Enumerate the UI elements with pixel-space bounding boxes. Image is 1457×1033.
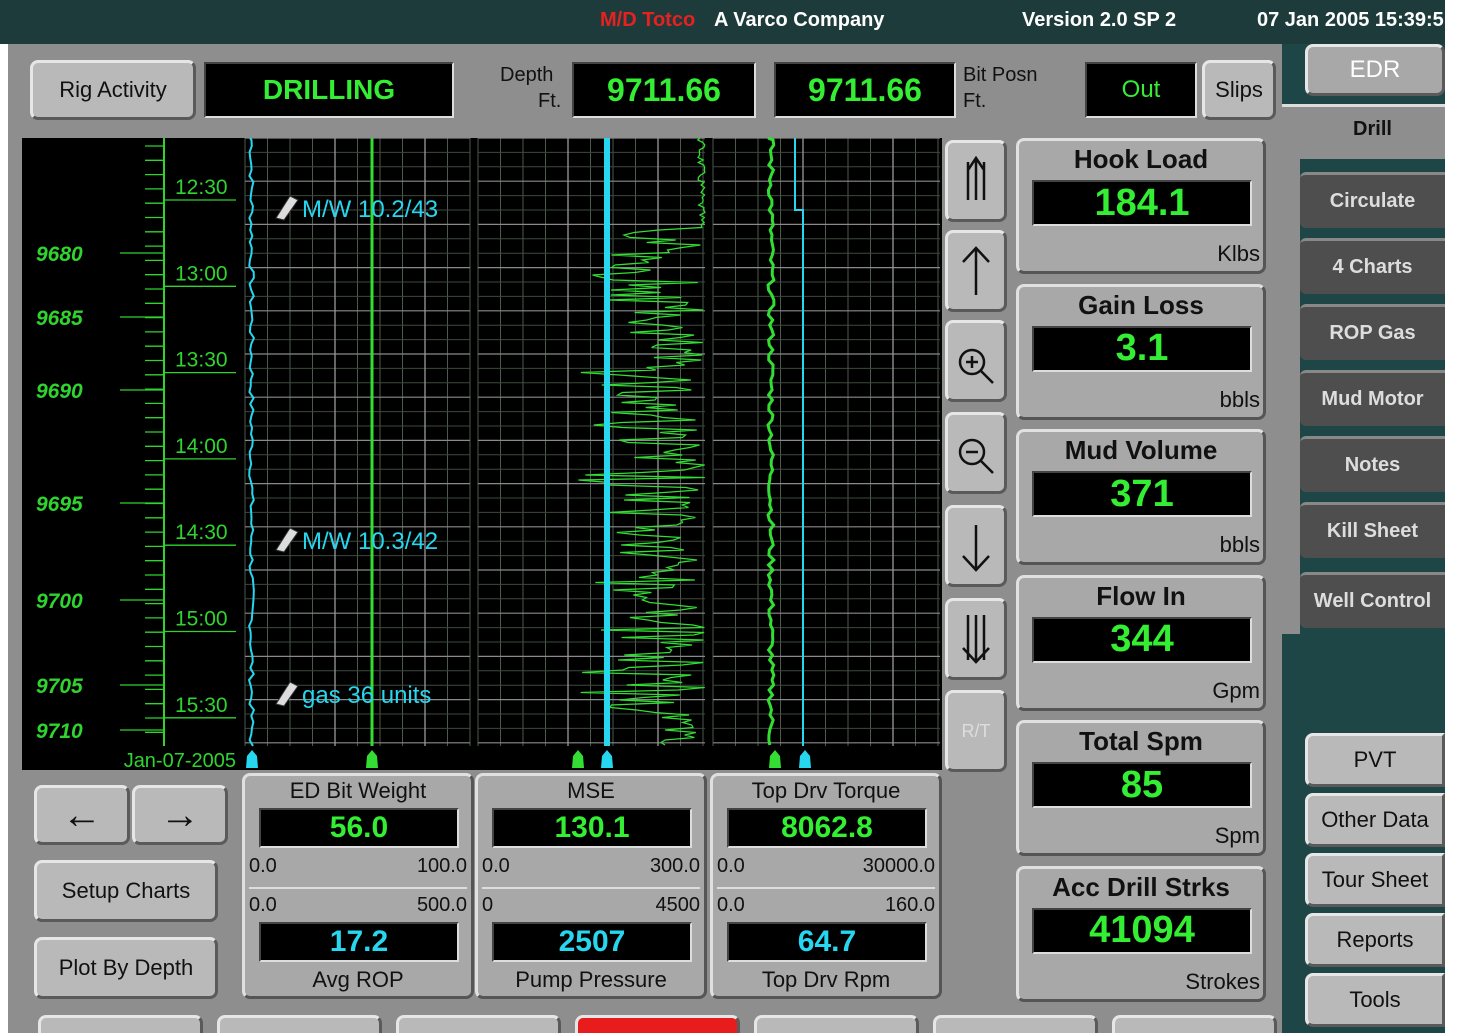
gauge-value: 371 — [1032, 471, 1252, 517]
depth-label: Depth — [500, 64, 554, 86]
gauge-unit: bbls — [1219, 532, 1260, 557]
title-bar — [0, 0, 1445, 44]
nav-tab[interactable]: Kill Sheet — [1300, 502, 1445, 558]
track-value: 130.1 — [492, 808, 692, 848]
range-max: 500.0 — [416, 894, 467, 916]
side-button[interactable] — [945, 320, 1007, 402]
gauge-title: Hook Load — [1073, 144, 1209, 174]
side-button[interactable] — [945, 505, 1007, 587]
gauge-title: Gain Loss — [1078, 289, 1204, 320]
separator — [249, 887, 467, 889]
nav-button[interactable]: PVT — [1305, 733, 1445, 787]
gauge-unit: Klbs — [1217, 241, 1260, 266]
separator — [717, 887, 935, 889]
nav-tab[interactable]: Well Control — [1300, 572, 1445, 628]
nav-tab[interactable]: ROP Gas — [1300, 304, 1445, 360]
gauge-value: 3.1 — [1032, 325, 1252, 372]
range-min: 0.0 — [717, 894, 745, 916]
track-title: Pump Pressure — [515, 967, 667, 992]
scroll-right[interactable]: → — [132, 785, 228, 845]
nav-button[interactable]: Reports — [1305, 913, 1445, 967]
gauge-value: 184.1 — [1032, 180, 1252, 226]
gauge-unit: Spm — [1214, 823, 1260, 848]
depth-unit: Ft. — [538, 90, 562, 112]
gauge-title: Total Spm — [1079, 726, 1203, 756]
range-max: 100.0 — [416, 855, 467, 877]
range-min: 0.0 — [249, 855, 277, 877]
header-datetime: 07 Jan 2005 15:39:5 — [1257, 9, 1444, 31]
track-panel — [475, 773, 707, 999]
edr-button[interactable]: EDR — [1305, 44, 1445, 96]
range-min: 0.0 — [249, 894, 277, 916]
nav-button[interactable]: Other Data — [1305, 793, 1445, 847]
nav-tab[interactable]: Notes — [1300, 436, 1445, 492]
bottom-tab[interactable] — [933, 1015, 1098, 1033]
gauge-title: Flow In — [1096, 580, 1186, 611]
range-max: 160.0 — [884, 894, 935, 916]
bit-posn-unit: Ft. — [963, 90, 987, 112]
nav-button[interactable]: Tour Sheet — [1305, 853, 1445, 907]
bottom-tab[interactable] — [1112, 1015, 1277, 1033]
track-value: 8062.8 — [727, 808, 927, 848]
scroll-left[interactable]: ← — [34, 785, 130, 845]
track-title: ED Bit Weight — [289, 778, 427, 803]
separator — [482, 887, 700, 889]
rt-button[interactable]: R/T — [945, 690, 1007, 772]
nav-tab[interactable]: Circulate — [1300, 172, 1445, 228]
bottom-tab[interactable] — [38, 1015, 203, 1033]
gauge-value: 41094 — [1032, 907, 1252, 954]
bottom-tab[interactable] — [396, 1015, 561, 1033]
side-button[interactable] — [945, 598, 1007, 680]
nav-tab[interactable]: 4 Charts — [1300, 238, 1445, 294]
track-value: 2507 — [492, 922, 692, 962]
tab-selected[interactable]: Drill — [1353, 118, 1392, 140]
left-button[interactable]: Plot By Depth — [34, 937, 218, 999]
gauge-unit: Strokes — [1185, 968, 1260, 994]
bottom-tab[interactable] — [217, 1015, 382, 1033]
out-display: Out — [1085, 62, 1197, 118]
bit-posn-label: Bit Posn — [963, 64, 1038, 86]
depth-value: 9711.66 — [572, 62, 756, 118]
range-min: 0 — [482, 894, 494, 916]
gauge-title: Acc Drill Strks — [1052, 871, 1230, 902]
header-version: Version 2.0 SP 2 — [1022, 9, 1177, 31]
nav-tab[interactable]: Mud Motor — [1300, 370, 1445, 426]
bit-posn-value: 9711.66 — [774, 62, 956, 118]
track-panel — [242, 773, 474, 999]
range-max: 30000.0 — [862, 855, 935, 877]
track-value: 64.7 — [727, 922, 927, 962]
track-title: MSE — [567, 778, 615, 803]
gauge-unit: bbls — [1219, 386, 1260, 412]
track-title: Top Drv Torque — [751, 778, 901, 803]
range-min: 0.0 — [717, 855, 745, 877]
track-value: 56.0 — [259, 808, 459, 848]
bottom-tab-active[interactable] — [575, 1015, 740, 1033]
range-max: 300.0 — [649, 855, 700, 877]
track-title: Top Drv Rpm — [761, 967, 891, 992]
gauge-value: 85 — [1032, 762, 1252, 808]
slips-button[interactable]: Slips — [1202, 60, 1276, 120]
side-button[interactable] — [945, 140, 1007, 222]
range-max: 4500 — [655, 894, 701, 916]
side-button[interactable] — [945, 412, 1007, 494]
left-button[interactable]: Setup Charts — [34, 860, 218, 922]
track-value: 17.2 — [259, 922, 459, 962]
track-title: Avg ROP — [312, 967, 404, 992]
header-brand: M/D Totco — [600, 9, 696, 31]
side-button[interactable] — [945, 230, 1007, 312]
nav-button[interactable]: Tools — [1305, 973, 1445, 1027]
gauge-value: 344 — [1032, 616, 1252, 663]
gauge-title: Mud Volume — [1064, 435, 1218, 465]
range-min: 0.0 — [482, 855, 510, 877]
bottom-tab[interactable] — [754, 1015, 919, 1033]
drill-tab-bg — [1282, 104, 1445, 159]
header-company: A Varco Company — [714, 9, 885, 31]
track-panel — [710, 773, 942, 999]
gauge-unit: Gpm — [1212, 677, 1260, 703]
status-display: DRILLING — [204, 62, 454, 118]
tab-edge — [1282, 159, 1300, 634]
rig-activity-button[interactable]: Rig Activity — [30, 60, 196, 120]
